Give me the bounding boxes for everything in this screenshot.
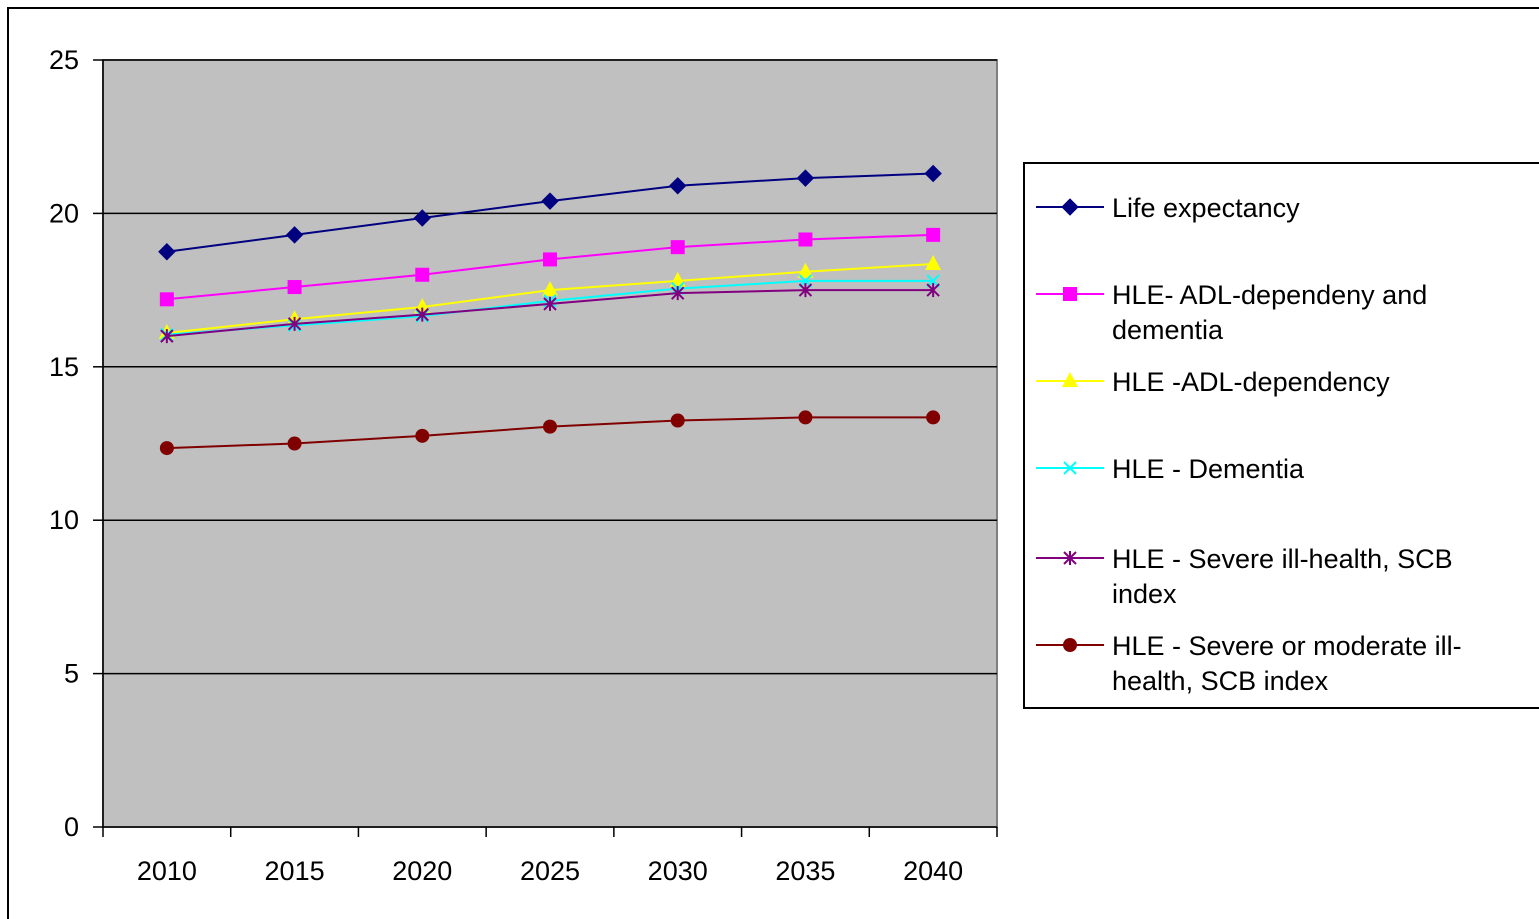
y-tick-label-15: 15 [49, 352, 79, 382]
legend-label-4-line-0: HLE - Severe ill-health, SCB [1112, 544, 1453, 574]
x-tick-label-2035: 2035 [775, 856, 835, 886]
x-tick-label-2040: 2040 [903, 856, 963, 886]
legend-swatch-marker-1 [1063, 287, 1077, 301]
series-5-point-2010 [159, 441, 174, 456]
series-2-point-2020 [414, 297, 431, 313]
legend-swatch-marker-5 [1063, 638, 1077, 652]
series-5-point-2015 [287, 436, 302, 451]
series-0-point-2020 [413, 209, 431, 227]
x-tick-label-2015: 2015 [265, 856, 325, 886]
series-4-point-2015 [287, 316, 302, 331]
legend-label-0: Life expectancy [1112, 193, 1300, 223]
series-5-point-2030 [670, 413, 685, 428]
legend-box [1023, 162, 1539, 709]
series-1-point-2040 [926, 227, 941, 242]
x-tick-label-2020: 2020 [392, 856, 452, 886]
legend-label-5-line-0: HLE - Severe or moderate ill- [1112, 631, 1462, 661]
series-5-point-2040 [926, 410, 941, 425]
series-2-point-2035 [797, 262, 814, 278]
legend-swatch-marker-4 [1063, 551, 1077, 565]
legend-label-1-line-0: HLE- ADL-dependeny and [1112, 280, 1427, 310]
series-0-point-2015 [285, 226, 304, 244]
legend-swatch-marker-2 [1062, 372, 1078, 387]
chart-border [7, 7, 1539, 919]
series-4-point-2010 [160, 329, 174, 344]
legend-label-1-line-1: dementia [1112, 315, 1224, 345]
series-1-point-2020 [415, 267, 430, 282]
series-2-point-2025 [542, 281, 558, 297]
y-tick-label-0: 0 [64, 812, 79, 842]
series-5-point-2020 [415, 428, 430, 443]
legend-label-2: HLE -ADL-dependency [1112, 367, 1390, 397]
y-tick-label-20: 20 [49, 198, 79, 228]
series-4-point-2030 [671, 286, 685, 301]
series-1-point-2030 [670, 240, 685, 255]
series-1-point-2010 [159, 292, 174, 307]
series-0-point-2035 [796, 169, 815, 187]
series-2-point-2040 [925, 255, 942, 271]
series-5-point-2025 [543, 419, 557, 434]
series-0-point-2040 [924, 164, 942, 183]
y-tick-label-5: 5 [64, 659, 79, 689]
series-5-point-2035 [798, 410, 813, 425]
legend-label-3: HLE - Dementia [1112, 454, 1305, 484]
plot-area [102, 59, 998, 828]
legend-swatch-marker-0 [1061, 198, 1079, 216]
series-4-point-2025 [543, 296, 557, 311]
series-0-point-2025 [541, 192, 559, 210]
series-0-point-2030 [669, 177, 687, 195]
y-tick-label-10: 10 [49, 505, 79, 535]
legend-swatch-marker-3 [1063, 461, 1077, 475]
series-4-point-2020 [415, 307, 429, 322]
legend-label-4-line-1: index [1112, 579, 1177, 609]
series-1-point-2015 [287, 280, 302, 295]
x-tick-label-2030: 2030 [648, 856, 708, 886]
series-0-point-2010 [158, 243, 176, 261]
series-1-point-2035 [798, 232, 813, 247]
series-4-point-2035 [798, 283, 813, 298]
series-4-point-2040 [926, 283, 940, 298]
legend-label-5-line-1: health, SCB index [1112, 666, 1329, 696]
series-1-point-2025 [543, 252, 557, 267]
y-tick-label-25: 25 [49, 45, 79, 75]
x-tick-label-2010: 2010 [137, 856, 197, 886]
series-2-point-2030 [669, 271, 686, 287]
x-tick-label-2025: 2025 [520, 856, 580, 886]
